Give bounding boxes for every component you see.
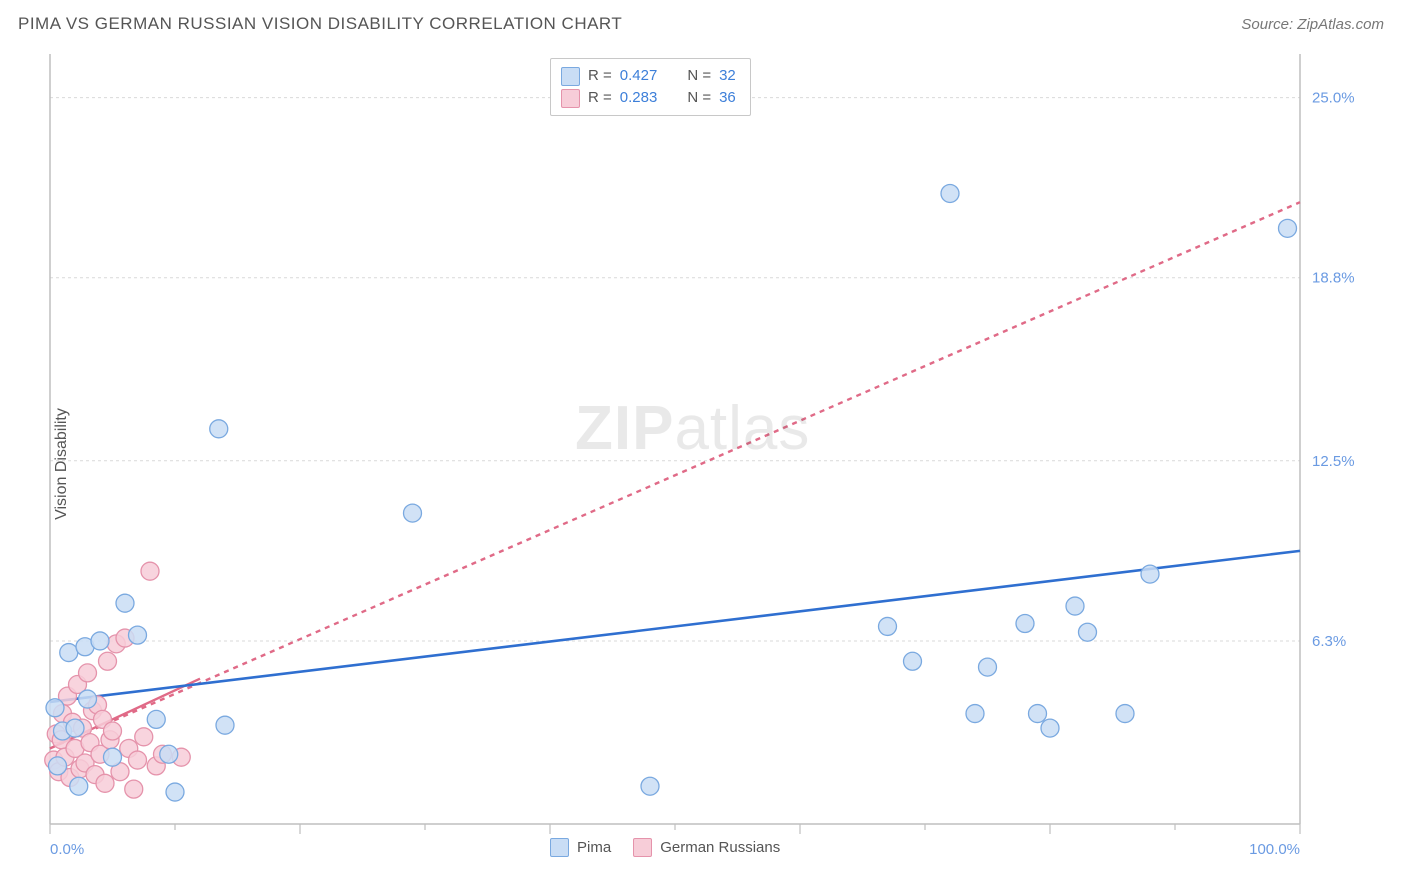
y-tick-label: 18.8% [1312,270,1355,287]
chart-title: PIMA VS GERMAN RUSSIAN VISION DISABILITY… [18,14,622,34]
data-point [1116,705,1134,723]
chart-area: Vision Disability 6.3% 12.5% 18.8% 25.0% 0.0… [0,44,1406,884]
data-point [49,757,67,775]
data-point [141,562,159,580]
data-point [116,594,134,612]
data-point [160,745,178,763]
data-point [129,626,147,644]
legend-r-label: R = [588,65,612,87]
data-point [641,777,659,795]
chart-source: Source: ZipAtlas.com [1241,16,1384,33]
data-point [135,728,153,746]
legend-n-value: 32 [719,65,736,87]
data-point [1279,219,1297,237]
chart-header: PIMA VS GERMAN RUSSIAN VISION DISABILITY… [0,0,1406,44]
y-tick-label: 12.5% [1312,453,1355,470]
data-point [99,652,117,670]
legend-swatch [633,838,652,857]
series-legend-item: German Russians [633,838,780,857]
data-point [941,184,959,202]
data-point [96,774,114,792]
legend-swatch [561,89,580,108]
data-point [66,719,84,737]
source-prefix: Source: [1241,16,1297,33]
data-point [1041,719,1059,737]
y-tick-label: 6.3% [1312,633,1346,650]
data-point [60,644,78,662]
data-point [1016,615,1034,633]
legend-n-label: N = [687,87,711,109]
x-tick-label: 100.0% [1249,841,1300,858]
stats-legend: R = 0.427 N = 32 R = 0.283 N = 36 [550,58,751,116]
data-point [1029,705,1047,723]
trend-line [50,202,1300,748]
legend-swatch [550,838,569,857]
data-point [79,690,97,708]
source-name: ZipAtlas.com [1297,16,1384,33]
data-point [46,699,64,717]
data-point [216,716,234,734]
legend-swatch [561,67,580,86]
stats-legend-row: R = 0.283 N = 36 [561,87,736,109]
data-point [166,783,184,801]
legend-n-label: N = [687,65,711,87]
y-axis-label: Vision Disability [53,408,71,520]
legend-r-label: R = [588,87,612,109]
legend-r-value: 0.427 [620,65,658,87]
y-tick-label: 25.0% [1312,90,1355,107]
data-point [404,504,422,522]
data-point [91,632,109,650]
series-legend-item: Pima [550,838,611,857]
data-point [125,780,143,798]
data-point [1066,597,1084,615]
data-point [1079,623,1097,641]
data-point [104,748,122,766]
data-point [70,777,88,795]
series-legend-label: German Russians [660,839,780,856]
stats-legend-row: R = 0.427 N = 32 [561,65,736,87]
data-point [979,658,997,676]
series-legend-label: Pima [577,839,611,856]
data-point [129,751,147,769]
x-tick-label: 0.0% [50,841,84,858]
data-point [210,420,228,438]
data-point [904,652,922,670]
data-point [966,705,984,723]
data-point [1141,565,1159,583]
data-point [879,617,897,635]
data-point [104,722,122,740]
data-point [147,710,165,728]
data-point [79,664,97,682]
series-legend: Pima German Russians [550,838,780,857]
legend-n-value: 36 [719,87,736,109]
scatter-chart-svg: 6.3% 12.5% 18.8% 25.0% 0.0% 100.0% [0,44,1406,884]
trend-line [50,551,1300,702]
legend-r-value: 0.283 [620,87,658,109]
